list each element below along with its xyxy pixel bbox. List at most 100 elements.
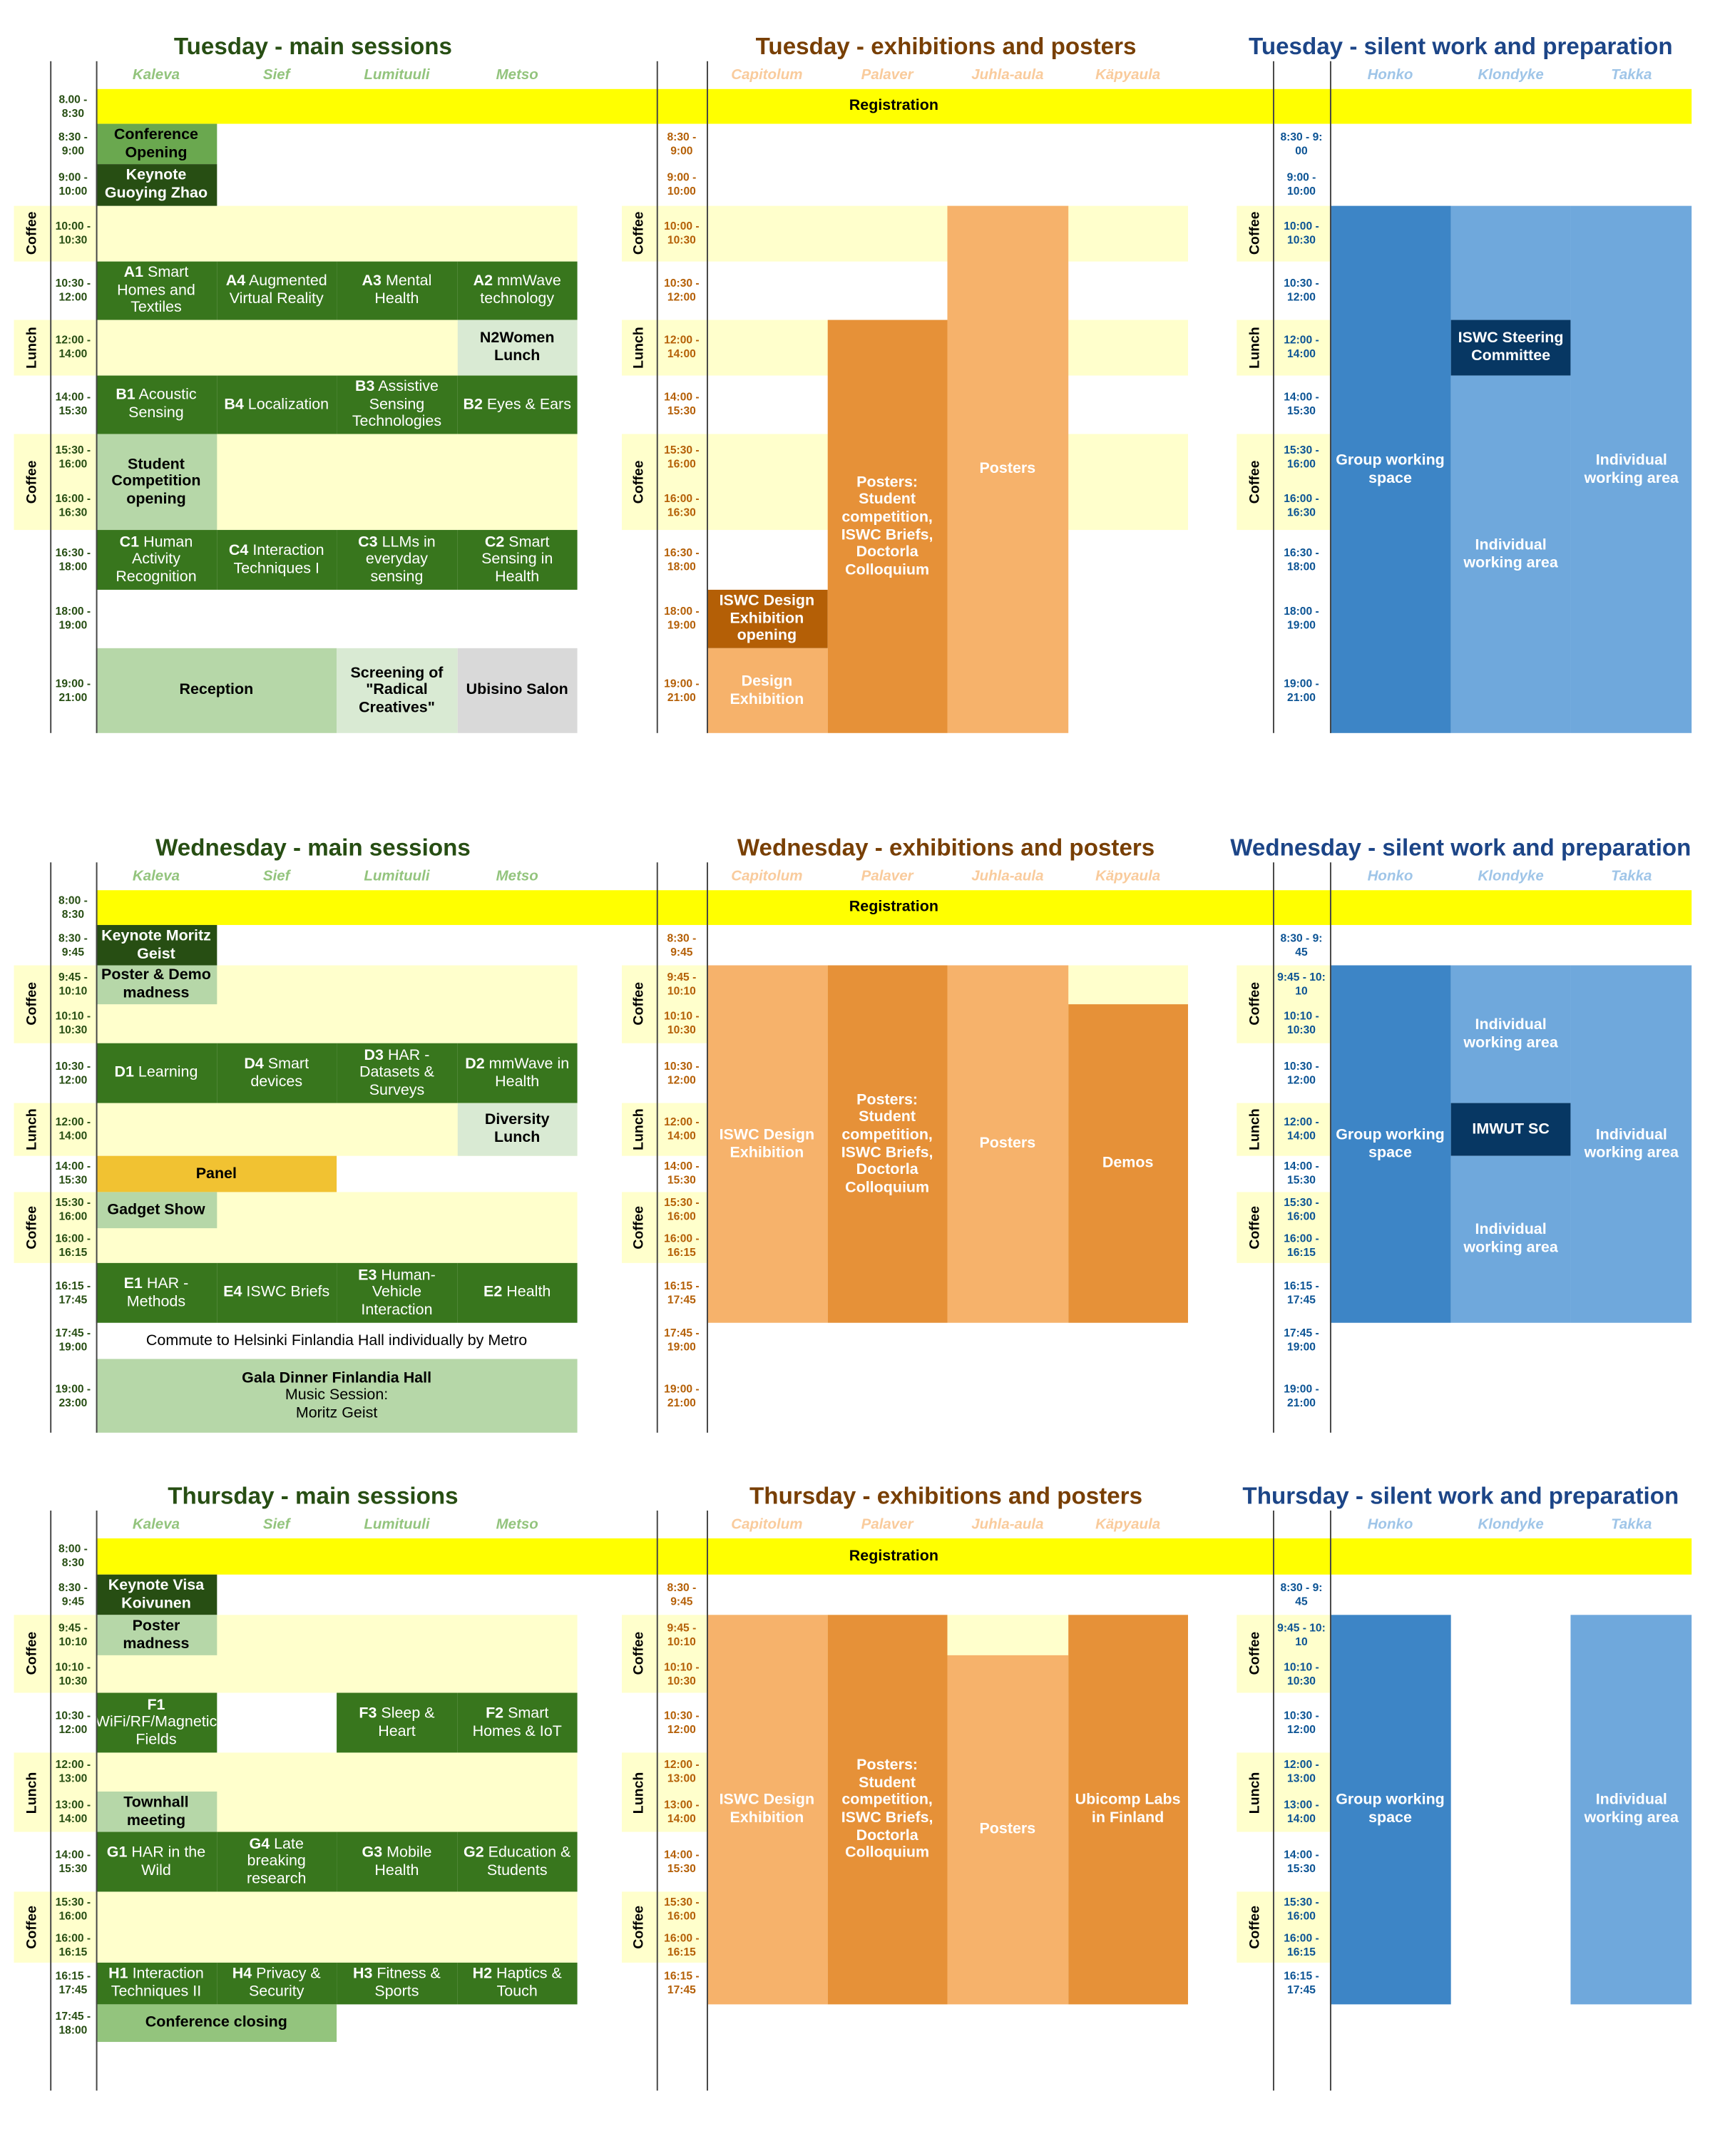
column-line xyxy=(50,862,52,1433)
time-label: 16:00 - 16:15 xyxy=(55,1931,91,1958)
column-line xyxy=(707,1511,708,2091)
session-title: Commute to Helsinki Finlandia Hall indiv… xyxy=(145,1332,528,1349)
time-label: 17:45 - 19:00 xyxy=(55,1327,91,1354)
session-text: Group working space xyxy=(1334,452,1446,487)
session-block: Group working space xyxy=(1329,1615,1451,2005)
room-header: Käpyaula xyxy=(1095,66,1161,84)
break-label-text: Lunch xyxy=(24,1108,40,1150)
break-label-text: Lunch xyxy=(631,1108,647,1150)
break-label-text: Coffee xyxy=(1247,460,1263,504)
session-block: D2 mmWave in Health xyxy=(456,1043,578,1103)
time-label: 15:30 - 16:00 xyxy=(1284,1197,1319,1223)
break-label: Coffee xyxy=(622,1891,657,1962)
session-title: Assistive Sensing Technologies xyxy=(352,378,442,431)
time-label: 14:00 - 15:30 xyxy=(1284,1160,1319,1187)
session-title: Design Exhibition xyxy=(730,673,804,707)
session-title: Acoustic Sensing xyxy=(128,387,197,422)
room-header: Palaver xyxy=(861,66,913,84)
session-block: Conference closing xyxy=(96,2004,337,2043)
session-text: ISWC Design Exhibition opening xyxy=(711,593,823,645)
time-label: 14:00 - 15:30 xyxy=(664,1848,700,1875)
registration: Registration xyxy=(96,88,1692,124)
column-line xyxy=(656,61,658,733)
time-label: 8:00 - 8:30 xyxy=(58,894,88,921)
session-title: Individual working area xyxy=(1463,1016,1558,1051)
break-label-text: Coffee xyxy=(24,1905,40,1949)
session-text: B2 Eyes & Ears xyxy=(463,396,570,414)
break-label: Lunch xyxy=(622,1103,657,1156)
session-title: Reception xyxy=(179,681,254,699)
column-line xyxy=(96,1511,98,2091)
session-code: F3 xyxy=(359,1705,377,1722)
column-line xyxy=(50,61,52,733)
session-title: Individual working area xyxy=(1584,1792,1679,1827)
session-title: Conference closing xyxy=(145,2014,287,2031)
break-label: Lunch xyxy=(1237,1752,1273,1831)
session-block: A3 Mental Health xyxy=(337,261,457,320)
time-label: 10:00 - 10:30 xyxy=(55,220,91,247)
registration: Registration xyxy=(96,1538,1692,1575)
session-block: Poster madness xyxy=(96,1615,217,1655)
time-label: 16:00 - 16:15 xyxy=(664,1931,700,1958)
break-label-text: Coffee xyxy=(631,1905,647,1949)
time-label: 16:00 - 16:15 xyxy=(664,1232,700,1259)
time-label: 12:00 - 14:00 xyxy=(1284,1115,1319,1143)
break-label-text: Lunch xyxy=(24,327,40,369)
session-block: A2 mmWave technology xyxy=(456,261,578,320)
time-label: 19:00 - 21:00 xyxy=(55,677,91,703)
time-label: 14:00 - 15:30 xyxy=(1284,1848,1319,1875)
session-block: Group working space xyxy=(1329,205,1451,733)
session-title: Gadget Show xyxy=(107,1201,205,1218)
room-header: Palaver xyxy=(861,867,913,885)
session-block: Group working space xyxy=(1329,965,1451,1323)
session-text: Individual working area xyxy=(1455,1016,1567,1051)
time-label: 16:00 - 16:30 xyxy=(664,492,700,518)
session-text: Screening of "Radical Creatives" xyxy=(341,664,453,717)
room-header: Takka xyxy=(1611,66,1652,84)
time-label: 10:00 - 10:30 xyxy=(1284,220,1319,247)
session-text: Individual working area xyxy=(1575,452,1687,487)
session-title: Gala Dinner Finlandia Hall xyxy=(242,1369,432,1386)
room-header: Metso xyxy=(496,867,538,885)
session-block: Posters xyxy=(947,965,1068,1323)
break-label-text: Coffee xyxy=(631,460,647,504)
room-header: Juhla-aula xyxy=(971,867,1044,885)
session-title: N2Women Lunch xyxy=(479,329,555,364)
session-text: C1 Human Activity Recognition xyxy=(100,533,212,586)
break-label-text: Lunch xyxy=(631,327,647,369)
time-label: 8:30 - 9:45 xyxy=(667,1581,697,1608)
session-code: C3 xyxy=(358,533,378,551)
break-row xyxy=(1237,965,1330,1043)
session-title: Smart Homes & IoT xyxy=(472,1705,562,1739)
session-title: Ubisino Salon xyxy=(466,681,568,699)
session-title: Poster & Demo madness xyxy=(101,967,211,1002)
session-text: N2Women Lunch xyxy=(461,330,573,365)
session-text: Conference Opening xyxy=(100,126,212,161)
time-label: 19:00 - 21:00 xyxy=(1284,677,1319,703)
room-header: Lumituuli xyxy=(364,867,430,885)
session-title: Augmented Virtual Reality xyxy=(229,272,327,308)
session-title: Individual working area xyxy=(1463,1222,1558,1257)
session-text: Gadget Show xyxy=(107,1201,205,1219)
time-label: 15:30 - 16:00 xyxy=(664,1896,700,1923)
column-line xyxy=(1272,61,1274,733)
break-label: Coffee xyxy=(622,1192,657,1262)
session-title: Keynote Guoying Zhao xyxy=(104,167,208,202)
session-title: Group working space xyxy=(1336,1126,1445,1161)
time-label: 8:30 - 9:45 xyxy=(58,1581,88,1608)
time-label: 8:30 - 9: 45 xyxy=(1280,931,1323,958)
session-text: Individual working area xyxy=(1455,1222,1567,1257)
session-code: B4 xyxy=(224,396,244,413)
session-title: mmWave in Health xyxy=(488,1056,570,1090)
session-text: Posters: Student competition, ISWC Brief… xyxy=(831,474,943,579)
session-block: H1 Interaction Techniques II xyxy=(96,1962,217,2005)
session-code: H2 xyxy=(472,1966,493,1983)
session-title: Demos xyxy=(1102,1155,1154,1172)
session-block: Student Competition opening xyxy=(96,434,217,531)
time-label: 16:15 - 17:45 xyxy=(664,1970,700,1996)
time-label: 10:10 - 10:30 xyxy=(55,1010,91,1036)
session-title: Diversity Lunch xyxy=(484,1111,550,1147)
session-text: B1 Acoustic Sensing xyxy=(100,387,212,422)
column-line xyxy=(1329,61,1331,733)
